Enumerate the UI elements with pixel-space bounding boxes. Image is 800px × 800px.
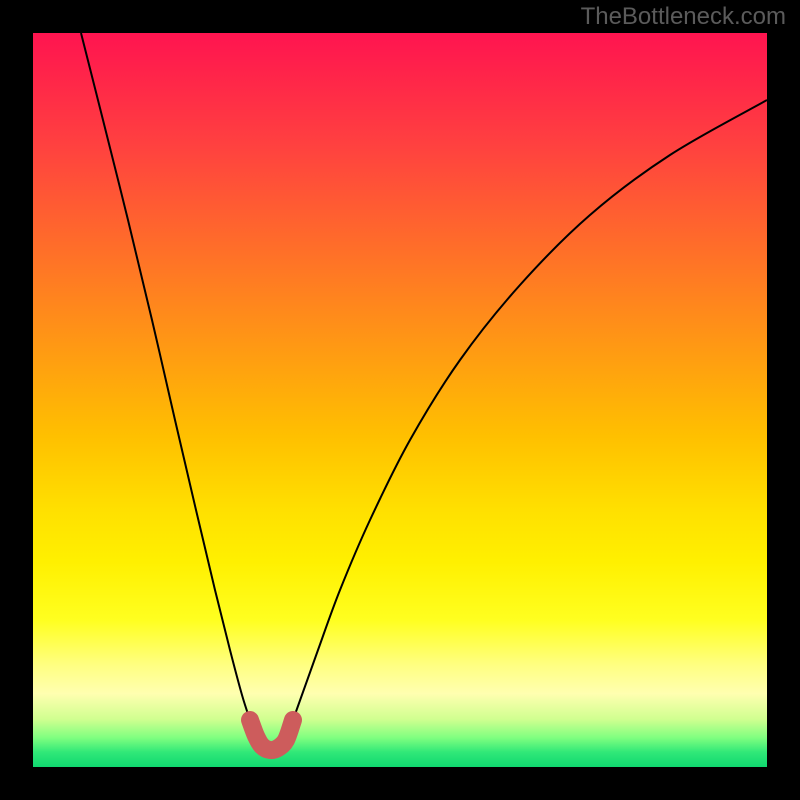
curve-left-branch — [81, 33, 250, 720]
watermark-text: TheBottleneck.com — [581, 3, 786, 31]
curve-bottom-marker — [250, 720, 293, 750]
curve-right-branch — [293, 100, 767, 720]
curve-overlay — [0, 0, 800, 800]
chart-frame: TheBottleneck.com — [0, 0, 800, 800]
